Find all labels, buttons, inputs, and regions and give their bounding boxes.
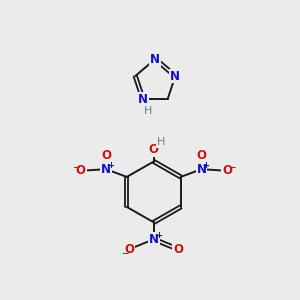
- Text: +: +: [202, 161, 210, 170]
- Text: N: N: [170, 70, 180, 83]
- Text: −: −: [72, 163, 80, 172]
- Text: +: +: [155, 231, 162, 240]
- Text: O: O: [222, 164, 232, 177]
- Text: N: N: [196, 163, 206, 176]
- Text: N: N: [149, 233, 159, 246]
- Text: N: N: [150, 52, 160, 66]
- Text: −: −: [228, 163, 235, 172]
- Text: O: O: [196, 149, 206, 162]
- Text: N: N: [101, 163, 111, 176]
- Text: N: N: [138, 93, 148, 106]
- Text: O: O: [76, 164, 85, 177]
- Text: −: −: [121, 249, 128, 258]
- Text: O: O: [173, 243, 183, 256]
- Text: H: H: [144, 106, 152, 116]
- Text: O: O: [149, 143, 159, 157]
- Text: +: +: [107, 161, 114, 170]
- Text: H: H: [157, 137, 166, 147]
- Text: O: O: [101, 149, 111, 162]
- Text: O: O: [124, 243, 134, 256]
